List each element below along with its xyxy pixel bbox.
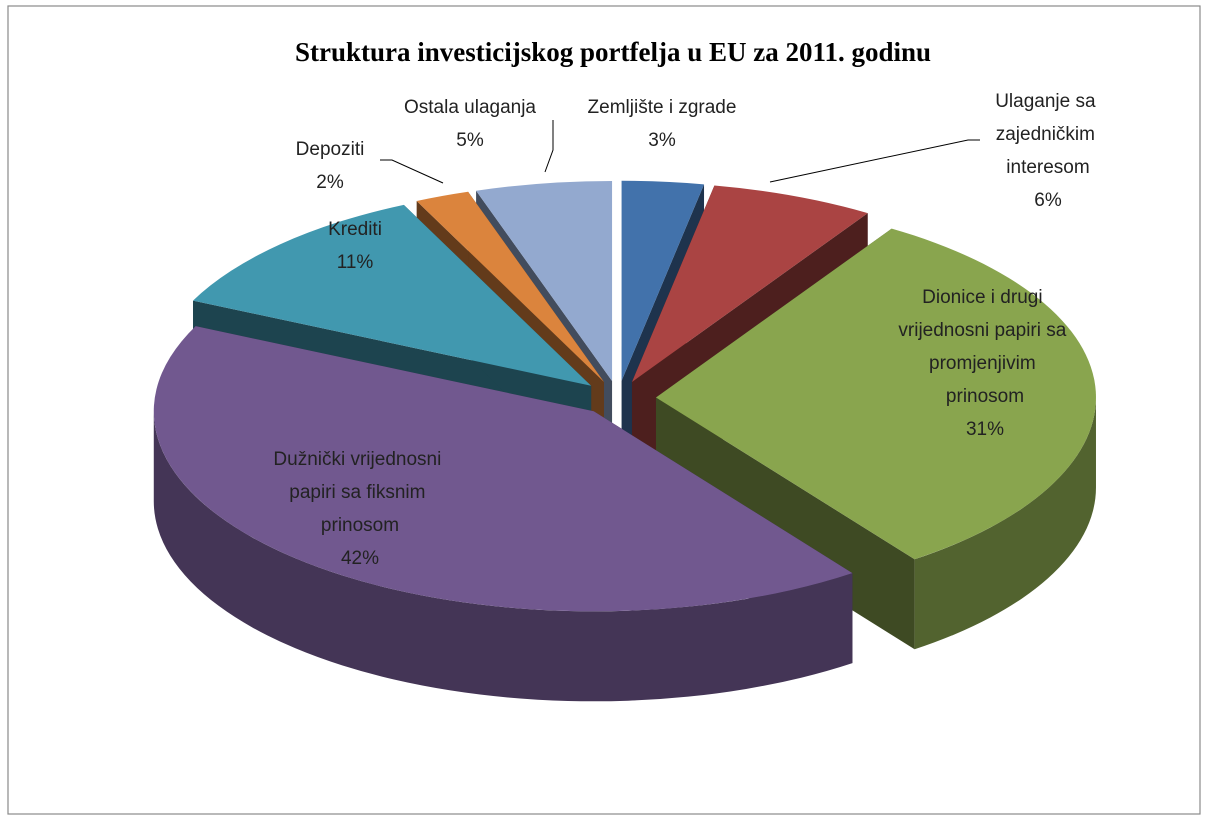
data-label-name: Depoziti (296, 139, 365, 160)
slice-top (416, 191, 605, 382)
label-line: interesom (1006, 157, 1089, 178)
data-label-name: Dužnički vrijednosni papiri sa fiksnim p… (273, 449, 446, 536)
label-line: vrijednosni papiri sa (898, 320, 1071, 341)
slice-top (153, 326, 853, 612)
data-label-value: 2% (316, 172, 344, 193)
data-label-name: Dionice i drugi vrijednosni papiri sa pr… (898, 287, 1071, 407)
leader-line (544, 120, 554, 173)
pie-slice (153, 326, 853, 702)
label-line: Ulaganje sa (995, 91, 1101, 112)
label-line: Dužnički vrijednosni (273, 449, 446, 470)
data-label-value: 3% (648, 130, 676, 151)
slice-top (476, 180, 613, 381)
slice-outer-wall (153, 411, 853, 702)
label-line: prinosom (946, 386, 1024, 407)
data-label-value: 42% (341, 548, 379, 569)
data-label-value: 5% (456, 130, 484, 151)
slice-top (655, 228, 1096, 560)
data-label-name: Ostala ulaganja (404, 97, 536, 118)
data-label-value: 31% (966, 419, 1004, 440)
leader-line (380, 159, 444, 184)
label-line: promjenjivim (929, 353, 1041, 374)
label-line: papiri sa fiksnim (289, 482, 431, 503)
label-line: Depoziti (296, 139, 365, 160)
data-label-value: 11% (337, 252, 374, 273)
label-line: zajedničkim (996, 124, 1101, 145)
label-line: Krediti (328, 219, 382, 240)
slice-outer-wall (914, 397, 1096, 650)
slice-top (193, 204, 592, 386)
chart-title: Struktura investicijskog portfelja u EU … (295, 37, 931, 67)
leader-line (769, 139, 980, 183)
data-label-name: Ulaganje sa zajedničkim interesom (995, 91, 1101, 178)
label-line: prinosom (321, 515, 399, 536)
label-line: Dionice i drugi (922, 287, 1048, 308)
data-label-name: Zemljište i zgrade (588, 97, 737, 118)
data-label-name: Krediti (328, 219, 382, 240)
label-line: Ostala ulaganja (404, 97, 536, 118)
label-line: Zemljište i zgrade (588, 97, 737, 118)
slice-top (631, 185, 868, 382)
slice-top (621, 180, 705, 381)
data-label-value: 6% (1034, 190, 1062, 211)
